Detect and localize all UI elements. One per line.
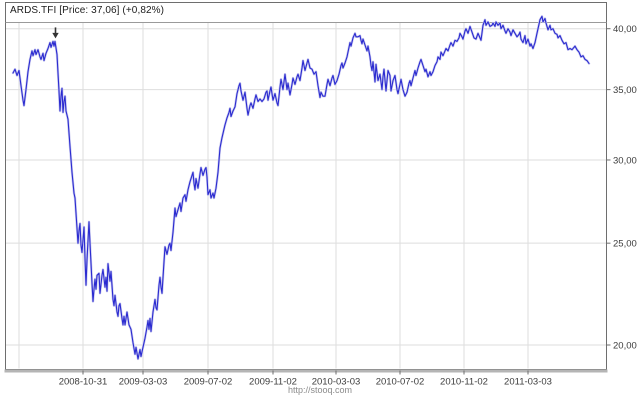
price-line — [12, 15, 590, 360]
y-axis-label: 30,00 — [613, 155, 637, 166]
x-axis-label: 2009-11-02 — [249, 377, 297, 388]
x-axis-label: 2009-07-02 — [184, 377, 233, 388]
chart-title: ARDS.TFI [Price: 37,06] (+0,82%) — [10, 5, 165, 16]
chart-frame — [5, 2, 607, 370]
x-axis-label: 2010-07-02 — [376, 377, 425, 388]
y-axis-label: 40,00 — [613, 24, 637, 35]
x-axis-label: 2011-03-03 — [504, 377, 552, 388]
y-axis-label: 35,00 — [613, 85, 637, 96]
y-axis-label: 20,00 — [613, 340, 637, 351]
y-axis-label: 25,00 — [613, 239, 637, 250]
x-axis-label: 2010-11-02 — [440, 377, 488, 388]
x-axis-label: 2010-03-03 — [312, 377, 361, 388]
x-axis-label: 2008-10-31 — [59, 377, 108, 388]
site-watermark-link[interactable]: http://stooq.com — [287, 385, 353, 395]
down-arrow-icon — [52, 32, 59, 39]
x-axis-label: 2009-03-03 — [119, 377, 168, 388]
price-line-halo — [11, 15, 591, 361]
